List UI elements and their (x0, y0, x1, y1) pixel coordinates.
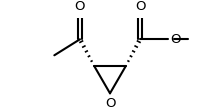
Text: O: O (170, 33, 180, 46)
Text: O: O (135, 0, 145, 13)
Text: O: O (75, 0, 85, 13)
Text: O: O (105, 97, 115, 110)
